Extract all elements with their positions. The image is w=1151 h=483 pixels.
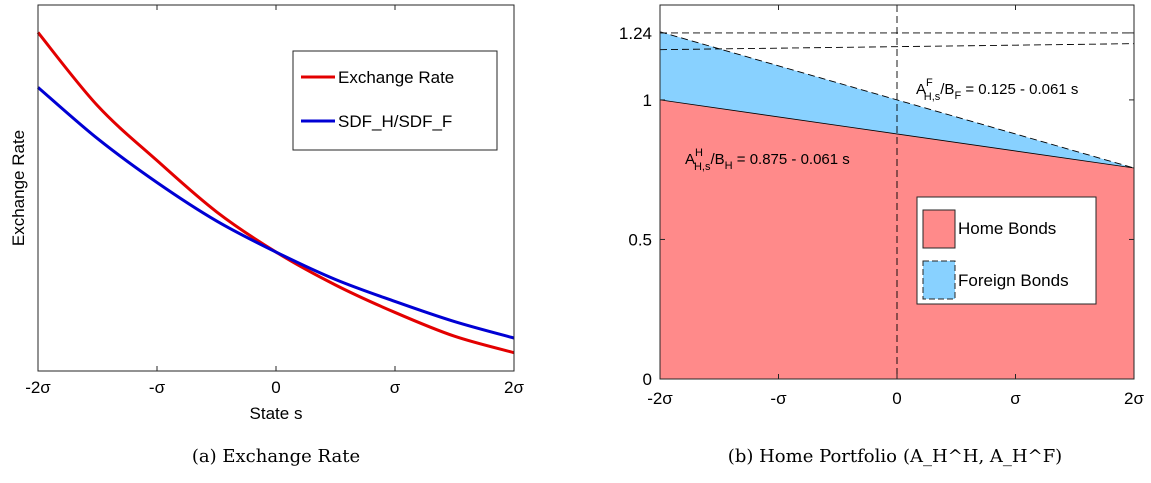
- annotation-foreign: AF H,s/BF = 0.125 - 0.061 s: [916, 77, 1078, 103]
- x-tick-label: 2σ: [1124, 389, 1144, 408]
- panel-b-reference-lines: [659, 5, 1135, 379]
- x-tick-label: 2σ: [504, 378, 524, 397]
- panel-a-caption: (a) Exchange Rate: [192, 446, 360, 467]
- legend-label-home-bonds: Home Bonds: [958, 219, 1056, 238]
- legend-label-foreign-bonds: Foreign Bonds: [958, 271, 1069, 290]
- y-tick-label: 1.24: [619, 24, 652, 43]
- x-tick-label: -σ: [770, 389, 787, 408]
- panel-a-series: [36, 31, 515, 355]
- annotation-home: AH H,s/BH = 0.875 - 0.061 s: [685, 147, 850, 173]
- legend-swatch-foreign-bonds: [922, 260, 956, 300]
- horizontal-reference-line-lower: [659, 43, 1135, 51]
- legend-label-sdf-ratio: SDF_H/SDF_F: [338, 112, 452, 131]
- panel-b-caption: (b) Home Portfolio (A_H^H, A_H^F): [728, 446, 1062, 467]
- panel-a: -2σ -σ 0 σ 2σ State s Exchange Rate Exchange…: [9, 4, 524, 467]
- y-tick-label: 0.5: [628, 230, 652, 249]
- x-tick-label: -2σ: [25, 378, 51, 397]
- panel-b-legend: Home Bonds Foreign Bonds: [916, 196, 1097, 305]
- panel-a-legend: Exchange Rate SDF_H/SDF_F: [292, 50, 498, 151]
- series-line-sdf-h-sdf-f: [37, 86, 515, 340]
- y-tick-label: 0: [643, 370, 652, 389]
- x-tick-label: -σ: [149, 378, 166, 397]
- panel-a-y-label: Exchange Rate: [9, 130, 28, 246]
- panel-b-x-ticks: -2σ -σ 0 σ 2σ: [647, 5, 1144, 408]
- y-tick-label: 1: [643, 91, 652, 110]
- panel-b: -2σ -σ 0 σ 2σ 0 0.5 1 1.24 Home Bonds Foreign B…: [619, 4, 1144, 467]
- home-bonds-boundary: [659, 99, 1135, 169]
- legend-label-exchange-rate: Exchange Rate: [338, 68, 454, 87]
- panel-a-x-ticks: -2σ -σ 0 σ 2σ: [25, 5, 524, 397]
- x-tick-label: 0: [271, 378, 280, 397]
- x-tick-label: σ: [390, 378, 401, 397]
- x-tick-label: σ: [1010, 389, 1021, 408]
- panel-a-legend-box: [292, 50, 498, 151]
- x-tick-label: -2σ: [647, 389, 673, 408]
- panel-a-x-label: State s: [250, 404, 303, 423]
- legend-swatch-home-bonds: [922, 209, 956, 249]
- x-tick-label: 0: [892, 389, 901, 408]
- panel-b-y-ticks: 0 0.5 1 1.24: [619, 24, 1134, 389]
